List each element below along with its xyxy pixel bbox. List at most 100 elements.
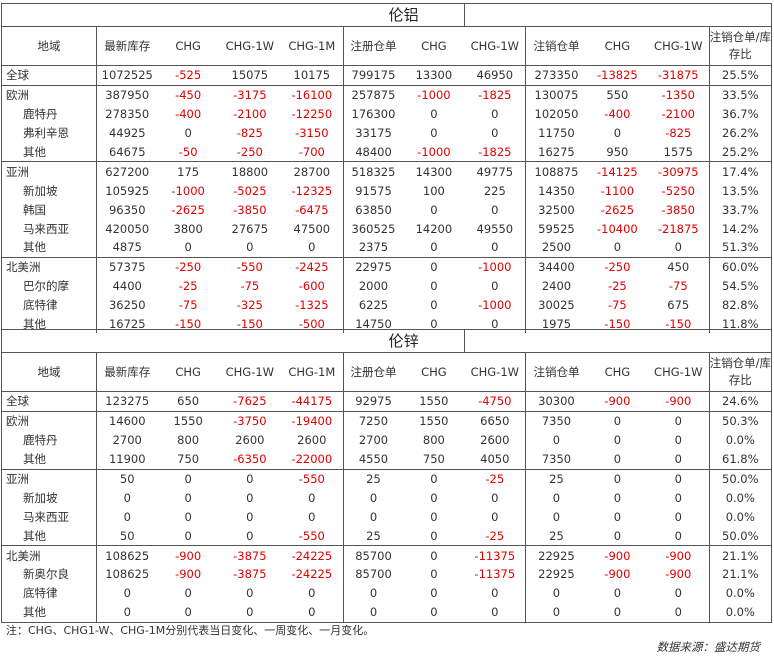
value-cell: 14350 — [538, 183, 575, 198]
value-cell: 0 — [552, 490, 561, 505]
value-cell: 13.5% — [709, 181, 773, 201]
value-cell: -1000 — [464, 295, 527, 315]
value-cell: -250 — [586, 256, 648, 277]
value-cell: 30300 — [525, 391, 587, 412]
region-name: 北美洲 — [1, 545, 97, 566]
column-header: 注销仓单 — [525, 352, 587, 392]
value-cell: 92975 — [343, 391, 404, 412]
value-cell: 30025 — [538, 298, 575, 313]
title-blank-cell — [464, 3, 773, 27]
value-cell: 0 — [184, 126, 192, 141]
value-cell: 0 — [647, 583, 710, 603]
value-cell: 0 — [184, 509, 192, 524]
value-cell: 0.0% — [709, 602, 773, 623]
value-cell: -550 — [218, 256, 281, 277]
value-cell: -700 — [280, 142, 344, 162]
region-name: 其他 — [1, 526, 97, 546]
value-cell: 0 — [647, 430, 710, 450]
column-header: 注册仓单 — [343, 26, 404, 66]
value-cell: 47500 — [280, 219, 344, 239]
value-cell: 0 — [430, 567, 438, 582]
table-row: 底特律 36250 -75 -325 -1325 6225 0 -1000 30025 -75 67… — [1, 295, 773, 315]
value-cell: -2425 — [280, 256, 344, 277]
value-cell: -6475 — [280, 200, 344, 220]
value-cell: -16100 — [280, 84, 344, 105]
value-cell: 4050 — [464, 449, 527, 470]
footnote: 注：CHG、CHG1-W、CHG-1M分别代表当日变化、一周变化、一月变化。 — [6, 624, 375, 637]
region-name: 新加坡 — [1, 488, 97, 508]
value-cell: 130075 — [525, 84, 587, 105]
value-cell: -21875 — [647, 219, 710, 239]
region-name: 新奥尔良 — [1, 565, 97, 584]
table-row: 其他 0 0 0 0 0 0 0 0 0 0 0.0% — [1, 602, 773, 623]
table-row: 底特律 0 0 0 0 0 0 0 0 0 0 0.0% — [1, 583, 773, 603]
value-cell: -550 — [280, 526, 344, 546]
value-cell: -30975 — [647, 161, 710, 182]
value-cell: -3875 — [218, 545, 281, 566]
value-cell: 0 — [96, 602, 158, 623]
value-cell: -13825 — [586, 65, 648, 86]
value-cell: 25 — [366, 528, 381, 543]
value-cell: -325 — [236, 298, 263, 313]
value-cell: 63850 — [355, 202, 392, 217]
section-title: 伦锌 — [343, 329, 465, 353]
value-cell: 25 — [343, 468, 404, 489]
data-source: 数据来源：盛达期货 — [656, 640, 761, 654]
value-cell: -550 — [280, 468, 344, 489]
value-cell: 6225 — [358, 298, 389, 313]
value-cell: 0 — [246, 528, 254, 543]
region-name: 底特律 — [1, 583, 97, 603]
value-cell: 0 — [218, 468, 281, 489]
table-row: 全球 1072525 -525 15075 10175 799175 13300 46950 2… — [1, 65, 773, 86]
value-cell: 6650 — [464, 410, 527, 431]
value-cell: -600 — [280, 276, 344, 296]
value-cell: 0 — [464, 488, 527, 508]
value-cell: -3175 — [218, 84, 281, 105]
value-cell: 420050 — [105, 221, 150, 236]
value-cell: 257875 — [343, 84, 404, 105]
title-blank-cell — [464, 329, 773, 353]
value-cell: 0 — [647, 526, 710, 546]
value-cell: -25 — [464, 526, 527, 546]
value-cell: 0 — [586, 602, 648, 623]
value-cell: -1825 — [464, 84, 527, 105]
value-cell: 0 — [552, 433, 561, 448]
value-cell: 0 — [246, 509, 254, 524]
value-cell: 108625 — [105, 567, 150, 582]
value-cell: 0 — [123, 586, 131, 601]
column-header: 注销仓单/库存比 — [709, 352, 773, 392]
value-cell: 0 — [430, 528, 438, 543]
column-header: CHG-1M — [280, 26, 344, 66]
value-cell: 1550 — [403, 391, 465, 412]
value-cell: 7250 — [343, 410, 404, 431]
value-cell: 0.0% — [709, 488, 773, 508]
value-cell: 0 — [464, 276, 527, 296]
value-cell: -150 — [647, 314, 710, 334]
region-name: 其他 — [1, 142, 97, 162]
value-cell: 46950 — [464, 65, 527, 86]
value-cell: 50 — [119, 528, 135, 543]
value-cell: 0 — [430, 509, 438, 524]
region-name: 马来西亚 — [1, 219, 97, 239]
value-cell: 108875 — [525, 161, 587, 182]
value-cell: -250 — [236, 145, 263, 159]
region-name: 弗利辛恩 — [1, 123, 97, 143]
value-cell: -900 — [647, 545, 710, 566]
value-cell: 24.6% — [709, 391, 773, 412]
value-cell: 61.8% — [709, 449, 773, 470]
value-cell: 450 — [647, 256, 710, 277]
value-cell: 0 — [613, 433, 622, 448]
column-header: CHG-1W — [218, 26, 281, 66]
value-cell: 0 — [552, 509, 561, 524]
value-cell: 0 — [464, 123, 527, 143]
value-cell: 33175 — [355, 126, 392, 141]
value-cell: 85700 — [343, 545, 404, 566]
value-cell: -900 — [586, 545, 648, 566]
value-cell: -150 — [236, 317, 263, 332]
value-cell: 0 — [464, 602, 527, 623]
region-name: 亚洲 — [1, 161, 97, 182]
table-row: 其他 16725 -150 -150 -500 14750 0 0 1975 -150 -150 11… — [1, 314, 773, 334]
value-cell: 2700 — [358, 433, 389, 448]
value-cell: -5025 — [233, 183, 267, 198]
table-row: 欧洲 387950 -450 -3175 -16100 257875 -1000 -1825 1… — [1, 84, 773, 105]
